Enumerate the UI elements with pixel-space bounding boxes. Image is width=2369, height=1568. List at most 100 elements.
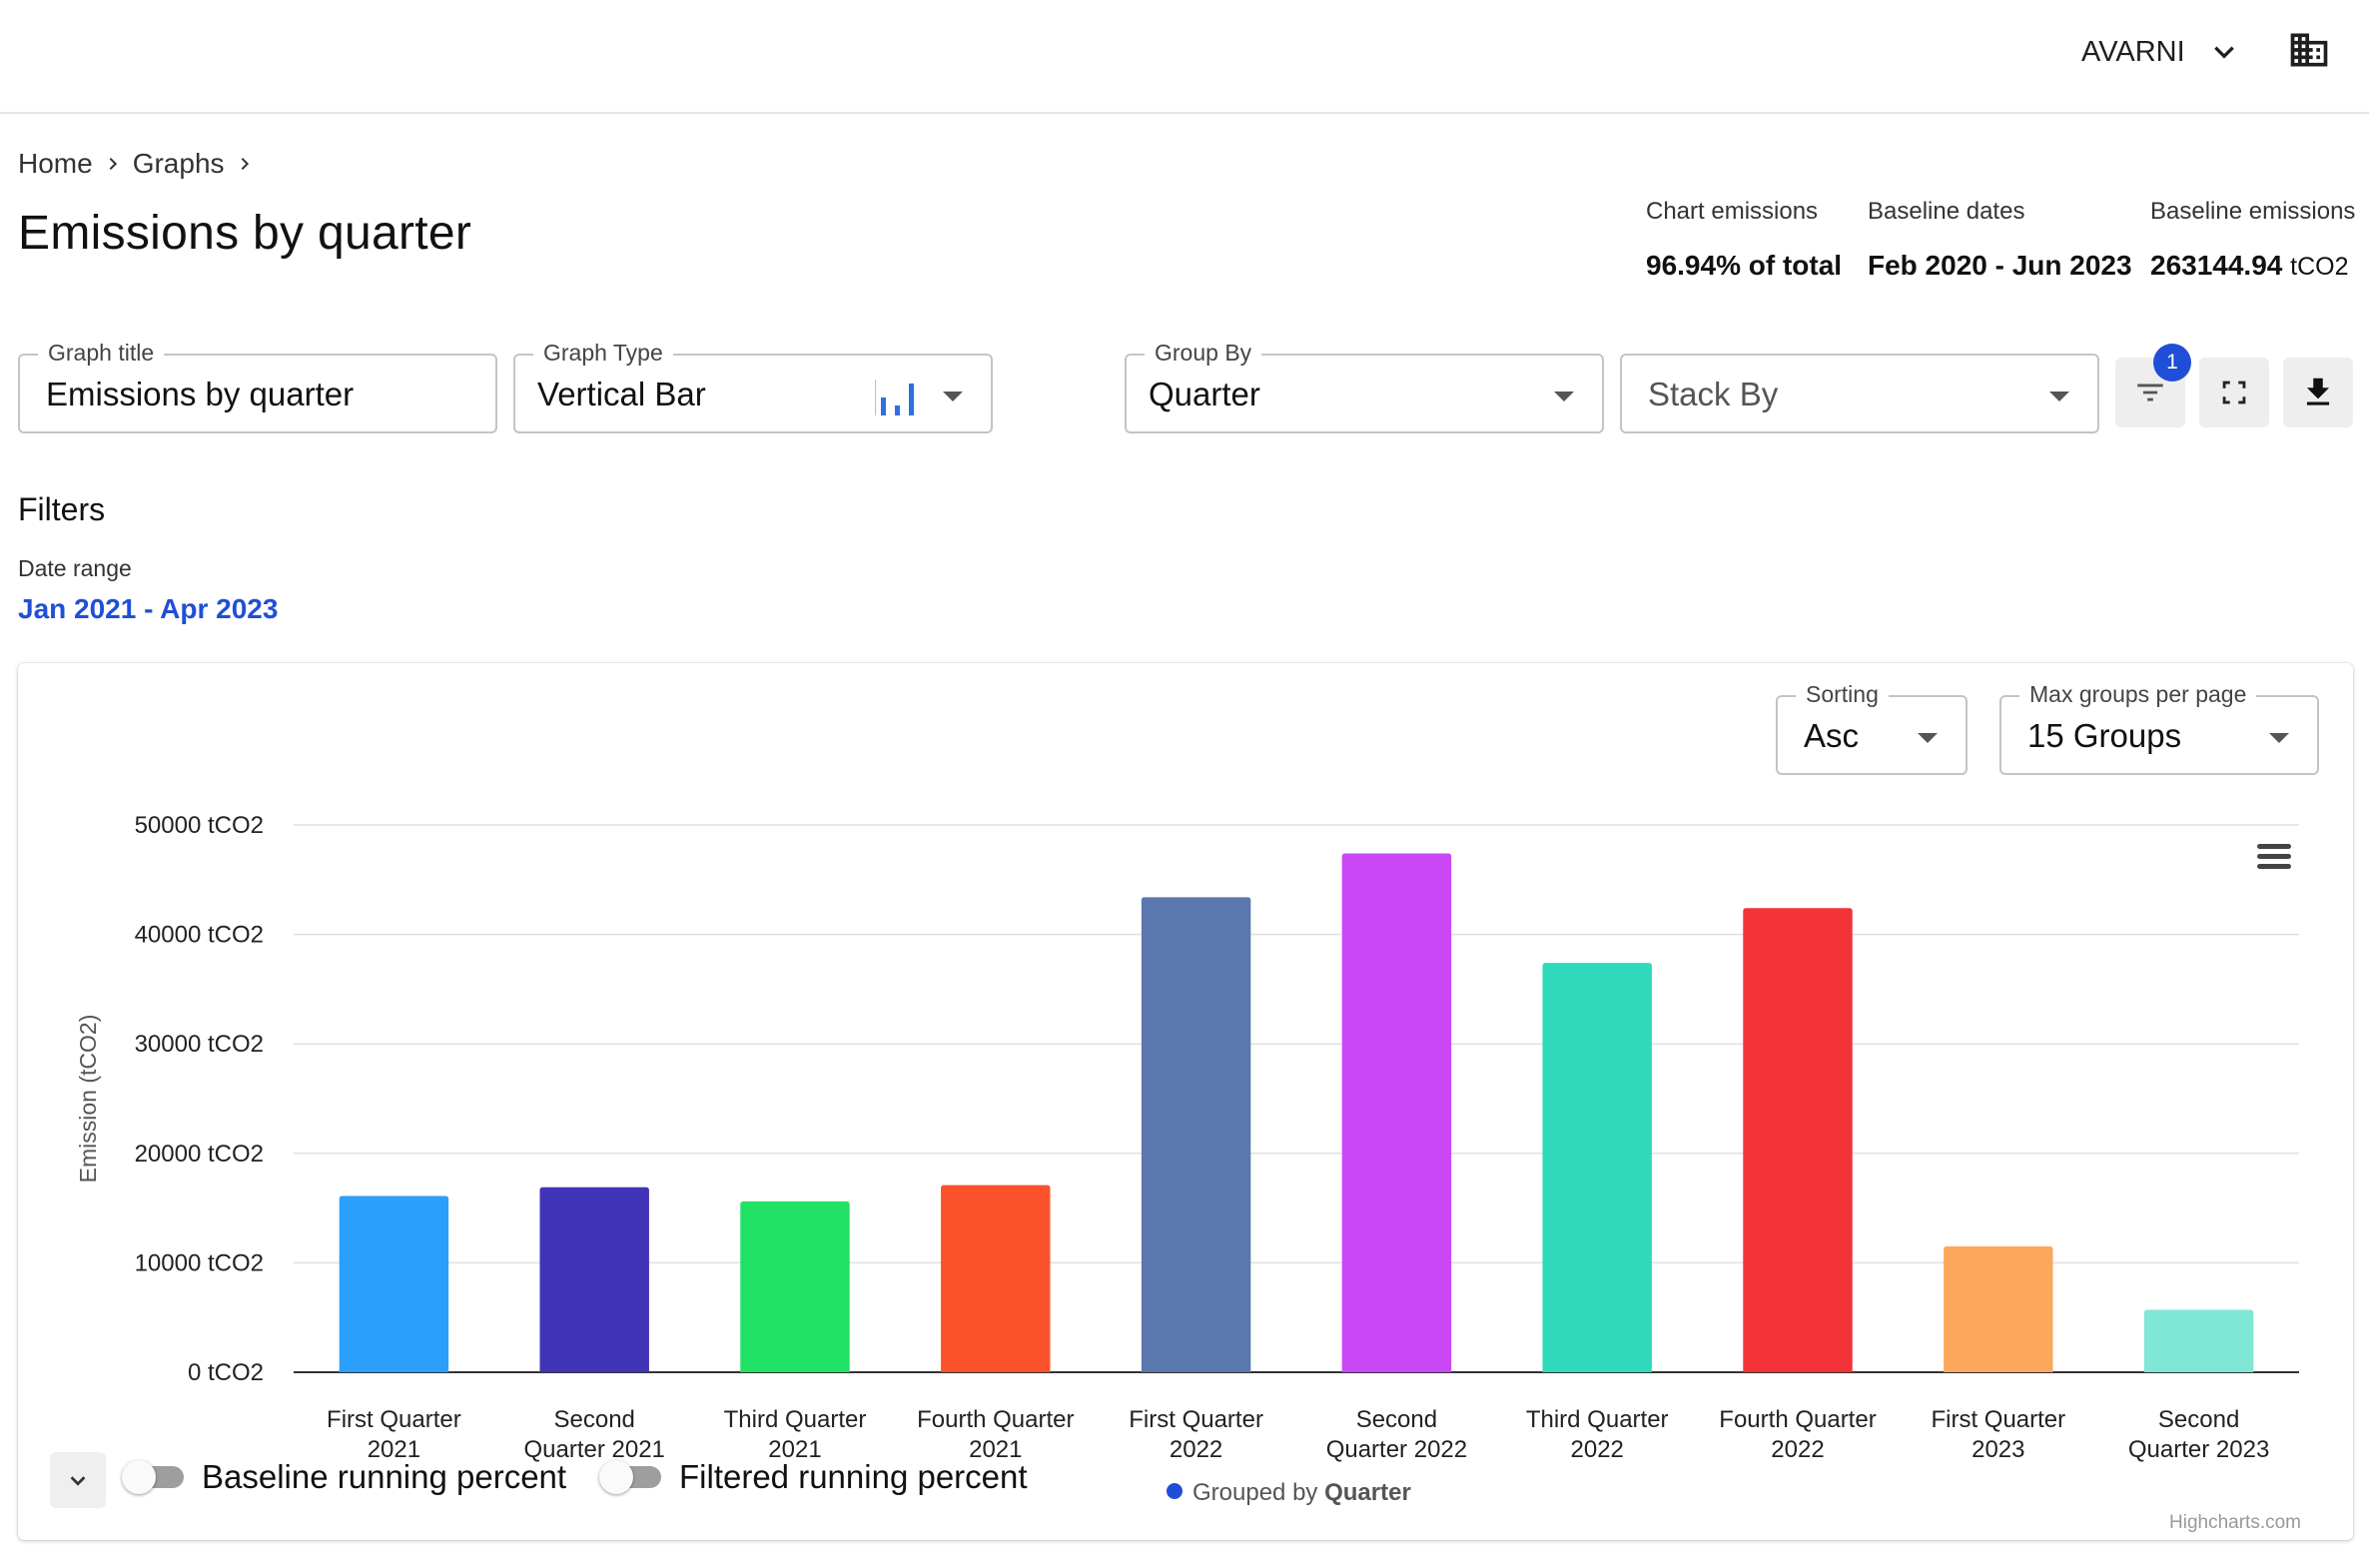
x-tick-label: 2022 <box>1771 1436 1824 1463</box>
x-tick-label: Second <box>553 1406 634 1433</box>
group-by-label: Group By <box>1145 340 1262 367</box>
caret-down-icon <box>2269 733 2289 743</box>
filtered-running-percent-toggle[interactable]: Filtered running percent <box>599 1458 1028 1496</box>
graph-title-field[interactable]: Graph title Emissions by quarter <box>18 340 497 433</box>
group-by-select[interactable]: Group By Quarter <box>1125 340 1604 433</box>
x-tick-label: Second <box>1356 1406 1437 1433</box>
x-tick-label: First Quarter <box>1129 1406 1263 1433</box>
menu-icon <box>2257 854 2291 859</box>
org-switcher[interactable]: AVARNI <box>2081 30 2237 74</box>
x-tick-label: Fourth Quarter <box>917 1406 1074 1433</box>
y-axis-title: Emission (tCO2) <box>75 1015 101 1183</box>
graph-type-select[interactable]: Graph Type Vertical Bar <box>513 340 993 433</box>
y-tick-label: 0 tCO2 <box>188 1359 264 1386</box>
graph-title-label: Graph title <box>38 340 165 367</box>
baseline-running-percent-toggle[interactable]: Baseline running percent <box>122 1458 567 1496</box>
y-tick-label: 20000 tCO2 <box>135 1141 264 1168</box>
stack-by-placeholder: Stack By <box>1648 376 1779 412</box>
chevron-right-icon <box>241 157 249 171</box>
breadcrumb: Home Graphs <box>18 148 253 180</box>
fullscreen-icon <box>2222 381 2246 404</box>
max-groups-label: Max groups per page <box>2019 681 2257 708</box>
x-tick-label: 2022 <box>1170 1436 1222 1463</box>
caret-down-icon <box>943 392 963 401</box>
download-icon <box>2306 378 2330 405</box>
bar-chart-icon <box>875 380 914 415</box>
max-groups-select[interactable]: Max groups per page 15 Groups <box>1999 681 2319 775</box>
stat-label: Baseline dates <box>1868 198 2025 225</box>
bar <box>1542 963 1652 1372</box>
x-tick-label: 2023 <box>1972 1436 2024 1463</box>
bar <box>740 1201 850 1372</box>
collapse-button[interactable] <box>50 1452 106 1508</box>
x-tick-label: 2021 <box>969 1436 1022 1463</box>
stat-baseline-emissions: Baseline emissions 263144.94 tCO2 <box>2150 198 2355 282</box>
max-groups-value: 15 Groups <box>2027 717 2182 754</box>
building-icon[interactable] <box>2287 28 2331 72</box>
page-title: Emissions by quarter <box>18 207 472 260</box>
bar <box>539 1186 649 1372</box>
stat-baseline-dates: Baseline dates Feb 2020 - Jun 2023 <box>1868 198 2132 282</box>
bar <box>1944 1245 2053 1372</box>
x-tick-label: 2021 <box>368 1436 420 1463</box>
x-tick-label: Quarter 2023 <box>2128 1436 2269 1463</box>
breadcrumb-graphs[interactable]: Graphs <box>132 148 225 179</box>
chart-credits[interactable]: Highcharts.com <box>2169 1512 2301 1533</box>
toggle-label: Filtered running percent <box>679 1458 1028 1495</box>
bar <box>2143 1309 2254 1372</box>
toggle-label: Baseline running percent <box>202 1458 567 1495</box>
sorting-label: Sorting <box>1796 681 1889 708</box>
x-tick-label: Third Quarter <box>1526 1406 1669 1433</box>
stat-chart-emissions: Chart emissions 96.94% of total <box>1646 198 1842 282</box>
date-range-link[interactable]: Jan 2021 - Apr 2023 <box>18 593 279 624</box>
chevron-down-icon <box>70 1476 86 1486</box>
group-by-value: Quarter <box>1149 376 1260 412</box>
stack-by-select[interactable]: Stack By <box>1620 354 2099 433</box>
x-tick-label: 2021 <box>768 1436 821 1463</box>
sorting-value: Asc <box>1804 717 1860 754</box>
chevron-down-icon <box>2213 46 2234 59</box>
stat-value: 263144.94 tCO2 <box>2150 250 2349 281</box>
top-bar: AVARNI <box>0 0 2369 114</box>
graph-title-value: Emissions by quarter <box>46 376 355 412</box>
toggle-switch[interactable] <box>599 1460 661 1494</box>
filter-icon <box>2137 384 2163 401</box>
legend-marker <box>1167 1483 1183 1499</box>
y-tick-label: 30000 tCO2 <box>135 1031 264 1058</box>
x-tick-label: Quarter 2021 <box>523 1436 664 1463</box>
menu-icon <box>2257 844 2291 849</box>
graph-type-label: Graph Type <box>533 340 673 367</box>
caret-down-icon <box>1554 392 1574 401</box>
emissions-bar-chart: 0 tCO2 10000 tCO2 20000 tCO2 30000 tCO2 4000… <box>75 812 2299 1506</box>
chevron-right-icon <box>109 157 117 171</box>
breadcrumb-home[interactable]: Home <box>18 148 93 179</box>
sorting-select[interactable]: Sorting Asc <box>1776 681 1968 775</box>
graph-type-value: Vertical Bar <box>537 376 706 412</box>
date-range-label: Date range <box>18 555 132 581</box>
bar <box>339 1195 449 1372</box>
stat-unit: tCO2 <box>2290 253 2349 281</box>
toggle-switch[interactable] <box>122 1460 184 1494</box>
y-tick-label: 40000 tCO2 <box>135 922 264 949</box>
bar <box>1141 897 1251 1372</box>
stat-label: Baseline emissions <box>2150 198 2356 225</box>
stat-value: 96.94% of total <box>1646 250 1843 281</box>
caret-down-icon <box>1918 733 1938 743</box>
y-tick-label: 50000 tCO2 <box>135 812 264 839</box>
x-tick-label: Fourth Quarter <box>1719 1406 1876 1433</box>
fullscreen-button[interactable] <box>2199 358 2269 427</box>
x-tick-label: First Quarter <box>1931 1406 2065 1433</box>
download-button[interactable] <box>2283 358 2353 427</box>
org-name: AVARNI <box>2081 35 2185 68</box>
caret-down-icon <box>2049 392 2069 401</box>
x-tick-label: Second <box>2158 1406 2239 1433</box>
bar <box>1341 853 1452 1372</box>
bar <box>941 1184 1051 1372</box>
menu-icon <box>2257 864 2291 869</box>
y-tick-label: 10000 tCO2 <box>135 1249 264 1276</box>
x-tick-label: 2022 <box>1571 1436 1624 1463</box>
chart-card: Sorting Asc Max groups per page 15 Group… <box>18 663 2353 1540</box>
stat-value: Feb 2020 - Jun 2023 <box>1868 250 2132 281</box>
filter-button[interactable]: 1 <box>2115 344 2191 427</box>
x-tick-label: Third Quarter <box>724 1406 867 1433</box>
